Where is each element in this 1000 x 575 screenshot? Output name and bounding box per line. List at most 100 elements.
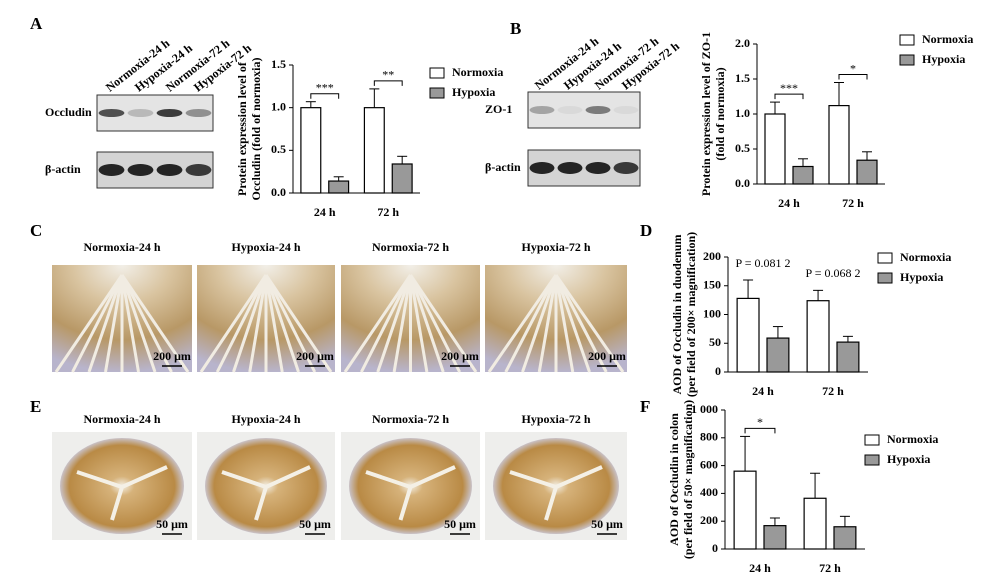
bar (856, 159, 878, 185)
y-axis-label: (per field of 200× magnification) (684, 232, 698, 397)
y-tick-label: 0.5 (735, 141, 750, 155)
blot-band (185, 164, 212, 176)
blot (527, 91, 641, 129)
bar (328, 180, 350, 194)
error-bar (769, 517, 780, 526)
error-bar (842, 335, 853, 343)
scale-bar-label: 200 μm (588, 349, 626, 363)
blot-band (185, 109, 212, 117)
villus (409, 274, 445, 373)
scale-bar-label: 50 μm (156, 517, 188, 531)
villus (521, 274, 558, 373)
villus (504, 274, 558, 373)
panel-label: E (30, 397, 41, 416)
scale-bar-label: 200 μm (296, 349, 334, 363)
blot-row-label: β-actin (485, 160, 521, 174)
villus (104, 274, 124, 373)
villus (392, 274, 412, 373)
significance-label: ** (382, 68, 394, 82)
y-tick-label: 0.0 (271, 185, 286, 199)
villus (409, 274, 461, 373)
panel-label: D (640, 221, 652, 240)
blot-band (127, 164, 154, 176)
bar (766, 337, 790, 373)
bar (764, 113, 786, 185)
lumen (76, 465, 168, 521)
significance-label: P = 0.081 2 (736, 256, 791, 270)
legend-label: Normoxia (887, 432, 938, 446)
bar (736, 297, 760, 373)
significance-bracket (373, 80, 403, 86)
significance-bracket (310, 93, 340, 99)
panel-label: C (30, 221, 42, 240)
image-label: Hypoxia-24 h (231, 240, 300, 254)
y-tick-label: 800 (700, 430, 718, 444)
y-axis-label: (fold of normoxia) (713, 67, 727, 160)
y-axis-label: Occludin (fold of normoxia) (249, 57, 263, 200)
y-tick-label: 400 (700, 485, 718, 499)
bar (828, 104, 850, 185)
bar (300, 107, 322, 194)
legend-swatch (899, 54, 915, 66)
blot-band (613, 162, 639, 174)
legend-label: Normoxia (900, 250, 951, 264)
villus (409, 274, 429, 373)
y-axis-label: (per field of 50× magnification) (681, 400, 695, 559)
error-bar (834, 82, 844, 106)
villus (554, 274, 608, 373)
legend-swatch (429, 67, 445, 79)
error-bar (772, 326, 783, 339)
blot-band (98, 164, 125, 176)
villus (343, 274, 412, 373)
y-tick-label: 150 (703, 278, 721, 292)
villus (71, 274, 124, 373)
image-label: Normoxia-72 h (372, 240, 449, 254)
x-tick-label: 24 h (749, 561, 771, 575)
error-bar (810, 472, 821, 499)
villus (248, 274, 268, 373)
y-tick-label: 50 (709, 335, 721, 349)
villus (264, 274, 300, 373)
bar (733, 470, 757, 550)
y-tick-label: 0.5 (271, 142, 286, 156)
error-bar (798, 158, 808, 167)
error-bar (862, 151, 872, 161)
y-tick-label: 1.5 (271, 57, 286, 71)
x-tick-label: 72 h (822, 384, 844, 398)
legend-label: Normoxia (922, 32, 973, 46)
legend-swatch (429, 87, 445, 99)
bar (363, 107, 385, 194)
bar (836, 341, 860, 373)
y-tick-label: 0 (715, 364, 721, 378)
y-tick-label: 600 (700, 457, 718, 471)
legend-label: Hypoxia (452, 85, 495, 99)
y-axis-label: AOD of Occludin in colon (667, 413, 681, 546)
x-tick-label: 24 h (752, 384, 774, 398)
scale-bar-label: 200 μm (441, 349, 479, 363)
y-axis-label: Protein expression level of ZO-1 (699, 32, 713, 196)
image-label: Hypoxia-72 h (521, 412, 590, 426)
lumen (365, 465, 456, 521)
villus (120, 274, 173, 373)
bar (763, 525, 787, 550)
legend-label: Hypoxia (887, 452, 930, 466)
villus (554, 274, 625, 373)
villus (264, 274, 333, 373)
blot-band (557, 106, 583, 114)
image-label: Normoxia-24 h (84, 412, 161, 426)
panel-label: F (640, 397, 650, 416)
villus (264, 274, 284, 373)
villus (409, 274, 478, 373)
legend-swatch (877, 272, 893, 284)
villus (487, 274, 558, 373)
image-label: Hypoxia-72 h (521, 240, 590, 254)
y-axis-label: Protein expression level of (235, 61, 249, 196)
blot-band (585, 106, 611, 114)
y-tick-label: 1.5 (735, 71, 750, 85)
x-tick-label: 24 h (778, 196, 800, 210)
significance-label: P = 0.068 2 (806, 266, 861, 280)
x-tick-label: 72 h (377, 205, 399, 219)
villus (87, 274, 124, 373)
y-tick-label: 1.0 (735, 106, 750, 120)
legend-swatch (864, 454, 880, 466)
